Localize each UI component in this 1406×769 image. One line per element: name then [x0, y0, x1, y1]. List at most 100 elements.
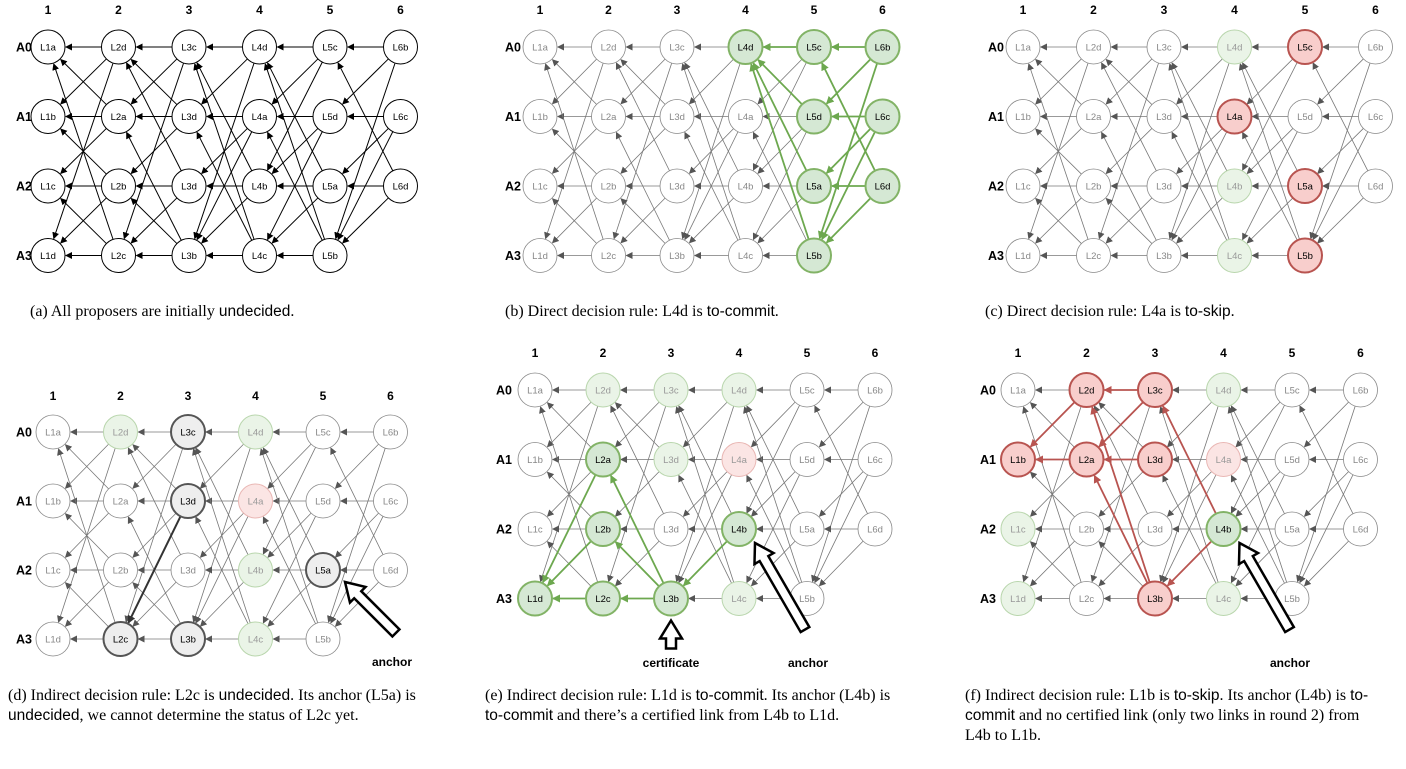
proposer-node	[30, 168, 66, 204]
authority-label: A3	[505, 249, 521, 263]
proposer-label: L2b	[111, 182, 127, 193]
edge	[334, 443, 379, 489]
proposer-node	[101, 29, 136, 65]
authority-label: A1	[980, 453, 996, 467]
edge	[1105, 58, 1153, 105]
proposer-node	[1146, 168, 1182, 204]
edge	[259, 448, 319, 623]
round-header: 2	[1083, 346, 1090, 360]
caption-text: . Its anchor (L4b) is	[1219, 687, 1351, 704]
proposer-node	[522, 99, 558, 134]
proposer-label: L3d	[1156, 112, 1172, 123]
proposer-node	[1068, 441, 1105, 478]
proposer-label: L5c	[799, 386, 815, 397]
proposer-node	[721, 511, 757, 547]
proposer-node	[1217, 168, 1252, 204]
round-header: 2	[115, 3, 122, 17]
edge	[337, 62, 394, 172]
proposer-label: L4c	[252, 251, 268, 262]
proposer-node	[585, 372, 621, 408]
edge	[130, 58, 178, 105]
edge	[1105, 197, 1153, 244]
round-header: 6	[879, 3, 886, 17]
proposer-node	[102, 621, 139, 657]
authority-label: A2	[980, 523, 996, 537]
proposer-label: L3d	[669, 112, 685, 123]
proposer-label: L1b	[527, 455, 543, 466]
proposer-label: L1a	[527, 386, 544, 397]
proposer-node	[585, 511, 621, 547]
proposer-label: L3c	[1147, 386, 1163, 397]
caption-text: and no certified link (only two links in…	[965, 707, 1360, 744]
proposer-label: L4b	[731, 525, 747, 536]
caption-b: (b) Direct decision rule: L4d is to-comm…	[505, 302, 925, 322]
edge	[201, 58, 248, 105]
proposer-node	[1358, 99, 1393, 134]
proposer-label: L4b	[252, 182, 268, 193]
edge	[64, 512, 109, 558]
edge	[818, 540, 864, 587]
edge	[620, 58, 666, 105]
proposer-node	[238, 414, 273, 450]
edge	[267, 581, 312, 627]
edge	[342, 58, 389, 105]
edge	[1317, 197, 1364, 244]
round-header: 6	[872, 346, 879, 360]
proposer-label: L1a	[1010, 386, 1027, 397]
edge	[757, 59, 803, 106]
edge	[551, 128, 597, 174]
proposer-node	[305, 621, 341, 657]
proposer-node	[517, 372, 553, 408]
edge	[267, 131, 323, 241]
edge	[342, 197, 389, 244]
proposer-node	[242, 99, 277, 134]
proposer-label: L1d	[40, 251, 56, 262]
edge	[825, 127, 872, 174]
proposer-node	[653, 442, 689, 477]
edge	[746, 405, 800, 514]
edge	[546, 402, 592, 448]
edge	[749, 63, 810, 240]
round-header: 4	[742, 3, 749, 17]
proposer-label: L2a	[595, 455, 612, 466]
edge	[546, 401, 592, 448]
edge	[684, 62, 739, 171]
edge	[743, 406, 803, 583]
edge	[615, 131, 670, 241]
edge	[263, 63, 326, 240]
edge	[678, 405, 732, 514]
authority-label: A1	[505, 110, 521, 124]
edge	[1035, 197, 1082, 244]
proposer-label: L5a	[322, 182, 339, 193]
proposer-label: L5a	[315, 566, 332, 577]
proposer-label: L2b	[1079, 525, 1095, 536]
proposer-node	[659, 99, 695, 134]
proposer-label: L4c	[248, 635, 264, 646]
edge	[192, 448, 251, 623]
proposer-label: L2d	[595, 386, 611, 397]
panel-c: 1 2 3 4 5 6 A0 A1 A2 A3 L1a L2d L3c L4d L5c L6b L1b L2a L3…	[988, 3, 1393, 274]
caption-text: (b) Direct decision rule: L4d is	[505, 303, 707, 320]
proposer-node	[796, 237, 832, 274]
edge	[1242, 61, 1298, 171]
anchor-arrow	[343, 580, 402, 639]
round-header: 5	[1302, 3, 1309, 17]
proposer-label: L6b	[383, 428, 399, 439]
proposer-label: L3d	[663, 455, 679, 466]
proposer-node	[1206, 372, 1241, 408]
proposer-node	[1343, 442, 1378, 477]
proposer-label: L5d	[1284, 455, 1300, 466]
edge	[1312, 62, 1369, 172]
edge	[1312, 131, 1369, 241]
proposer-node	[1343, 372, 1378, 408]
edge	[681, 63, 741, 240]
proposer-label: L6d	[383, 566, 399, 577]
round-header: 5	[1289, 346, 1296, 360]
proposer-node	[659, 29, 695, 65]
caption-a: (a) All proposers are initially undecide…	[30, 302, 450, 322]
proposer-label: L3d	[180, 497, 196, 508]
caption-f: (f) Indirect decision rule: L1b is to-sk…	[965, 686, 1385, 746]
caption-status-term: undecided	[8, 707, 80, 724]
proposer-node	[1287, 168, 1323, 204]
